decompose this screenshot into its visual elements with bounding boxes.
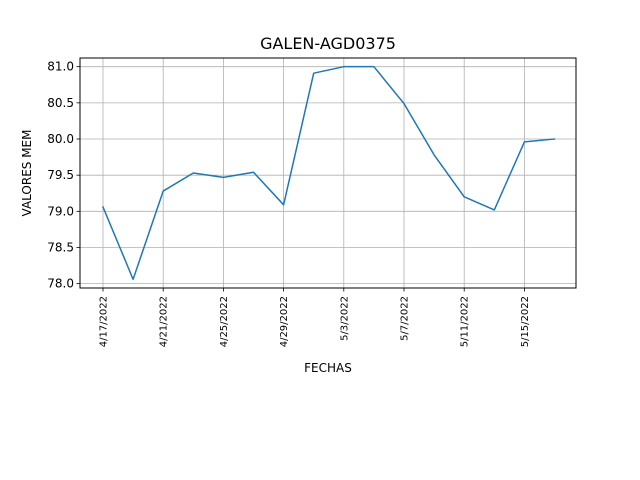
- series-line: [102, 65, 556, 281]
- grid: [80, 58, 576, 288]
- y-tick-label: 80.5: [47, 96, 74, 110]
- y-tick-label: 78.0: [47, 277, 74, 291]
- y-tick-label: 80.0: [47, 132, 74, 146]
- series-layer: [102, 65, 556, 281]
- y-tick-label: 79.5: [47, 168, 74, 182]
- y-axis: 78.0 78.5 79.0 79.5 80.0 80.5 81.0: [47, 60, 80, 291]
- plot-frame: [79, 57, 577, 289]
- x-axis: 4/17/2022 4/21/2022 4/25/2022 4/29/2022 5/3/…: [99, 288, 531, 347]
- x-axis-label: FECHAS: [304, 361, 352, 375]
- x-tick-label: 5/7/2022: [400, 296, 411, 341]
- x-tick-label: 4/29/2022: [279, 296, 290, 347]
- x-tick-label: 4/25/2022: [219, 296, 230, 347]
- x-tick-label: 5/3/2022: [339, 296, 350, 341]
- x-tick-label: 4/17/2022: [99, 296, 110, 347]
- x-tick-label: 5/11/2022: [460, 296, 471, 347]
- chart-title: GALEN-AGD0375: [260, 34, 396, 53]
- y-tick-label: 79.0: [47, 204, 74, 218]
- y-tick-label: 78.5: [47, 240, 74, 254]
- plot-area: [80, 58, 576, 288]
- y-tick-label: 81.0: [47, 60, 74, 74]
- x-tick-label: 4/21/2022: [159, 296, 170, 347]
- y-axis-label: VALORES MEM: [20, 130, 34, 217]
- x-tick-label: 5/15/2022: [520, 296, 531, 347]
